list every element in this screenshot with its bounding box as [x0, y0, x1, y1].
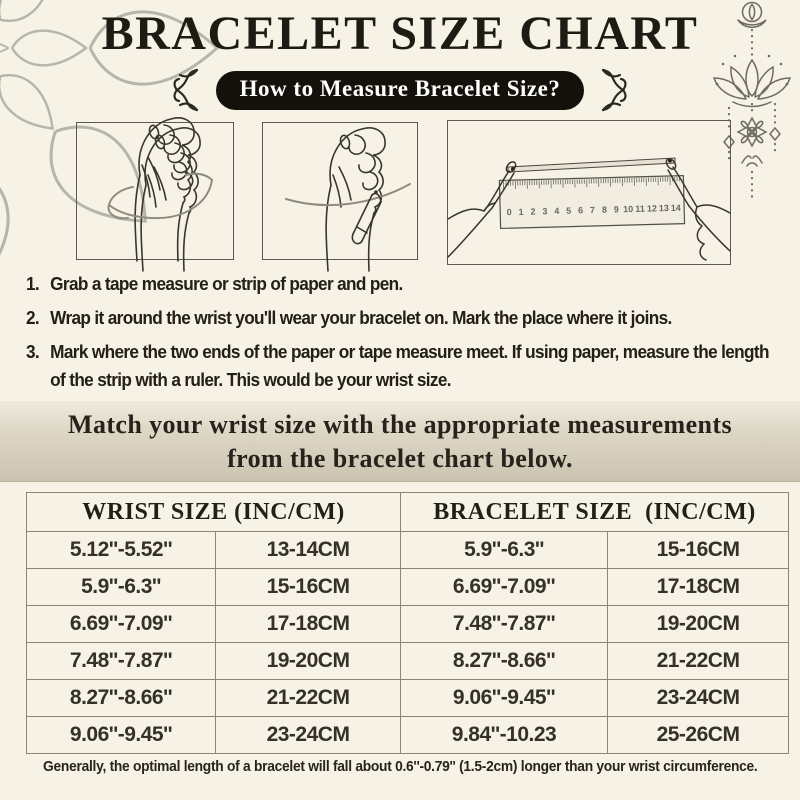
size-row: 9.06''-9.45'' 23-24CM 9.84''-10.23 25-26…	[26, 716, 790, 754]
illustration-mark-wrist	[262, 122, 418, 272]
bracelet-cm-cell: 15-16CM	[606, 531, 790, 569]
fist-with-pen-icon	[285, 127, 411, 272]
size-row: 5.9''-6.3'' 15-16CM 6.69''-7.09'' 17-18C…	[26, 568, 790, 606]
step-number: 1.	[26, 273, 40, 294]
bracelet-cm-cell: 23-24CM	[606, 679, 790, 717]
svg-text:4: 4	[554, 206, 559, 216]
banner-line-1: Match your wrist size with the appropria…	[68, 410, 732, 439]
step-2: 2. Wrap it around the wrist you'll wear …	[26, 304, 776, 332]
measure-steps: 1. Grab a tape measure or strip of paper…	[26, 270, 776, 400]
size-row: 5.12''-5.52'' 13-14CM 5.9''-6.3'' 15-16C…	[26, 531, 790, 569]
footnote: Generally, the optimal length of a brace…	[0, 758, 800, 776]
wrist-inch-cell: 5.9''-6.3''	[26, 568, 216, 606]
subtitle-pill: How to Measure Bracelet Size?	[215, 70, 585, 110]
step-1: 1. Grab a tape measure or strip of paper…	[26, 270, 776, 298]
svg-text:12: 12	[647, 203, 657, 213]
wrist-inch-cell: 5.12''-5.52''	[26, 531, 216, 569]
wrist-cm-cell: 13-14CM	[215, 531, 401, 569]
illustration-wrap-tape	[76, 117, 234, 272]
wrist-cm-cell: 23-24CM	[215, 716, 401, 754]
svg-text:11: 11	[635, 204, 645, 214]
ruler-ticks	[503, 176, 680, 190]
paper-strip	[507, 157, 676, 173]
size-row: 7.48''-7.87'' 19-20CM 8.27''-8.66'' 21-2…	[26, 642, 790, 680]
step-text: Mark where the two ends of the paper or …	[50, 341, 769, 390]
footnote-text: Generally, the optimal length of a brace…	[42, 758, 758, 775]
flourish-right-icon	[602, 68, 627, 112]
left-hand	[447, 161, 517, 258]
svg-text:5: 5	[566, 206, 571, 216]
svg-text:3: 3	[542, 206, 547, 216]
size-table: WRIST SIZE (INC/CM) BRACELET SIZE (INC/C…	[26, 492, 790, 754]
svg-text:13: 13	[659, 203, 669, 213]
size-table-header-row: WRIST SIZE (INC/CM) BRACELET SIZE (INC/C…	[26, 492, 790, 532]
step-number: 2.	[26, 307, 40, 328]
wrist-cm-cell: 17-18CM	[215, 605, 401, 643]
wrist-cm-cell: 15-16CM	[215, 568, 401, 606]
page-title: BRACELET SIZE CHART	[101, 7, 699, 60]
wrist-inch-cell: 9.06''-9.45''	[26, 716, 216, 754]
bracelet-cm-cell: 25-26CM	[606, 716, 790, 754]
bracelet-cm-cell: 17-18CM	[606, 568, 790, 606]
svg-text:14: 14	[671, 203, 681, 213]
lotus-hanging-ornament-icon	[712, 1, 792, 200]
bracelet-size-header: BRACELET SIZE (INC/CM)	[399, 492, 790, 532]
tape-loop	[107, 172, 213, 220]
flourish-left-icon	[173, 68, 198, 112]
wrist-inch-cell: 6.69''-7.09''	[26, 605, 216, 643]
svg-text:6: 6	[578, 205, 583, 215]
bracelet-cm-cell: 19-20CM	[606, 605, 790, 643]
wrist-inch-cell: 8.27''-8.66''	[26, 679, 216, 717]
step-text: Grab a tape measure or strip of paper an…	[50, 273, 403, 294]
svg-text:9: 9	[614, 204, 619, 214]
svg-text:7: 7	[590, 205, 595, 215]
size-row: 8.27''-8.66'' 21-22CM 9.06''-9.45'' 23-2…	[26, 679, 790, 717]
bracelet-inch-cell: 5.9''-6.3''	[400, 531, 608, 569]
hands-with-ruler-icon: 0 1 2 3 4 5 6 7 8 9 10 11 12 13 14	[447, 157, 731, 261]
bracelet-inch-cell: 6.69''-7.09''	[400, 568, 608, 606]
step-3: 3. Mark where the two ends of the paper …	[26, 338, 776, 394]
bracelet-inch-cell: 8.27''-8.66''	[400, 642, 608, 680]
subtitle-row: How to Measure Bracelet Size?	[0, 67, 800, 113]
illustration-measure-ruler: 0 1 2 3 4 5 6 7 8 9 10 11 12 13 14	[447, 120, 731, 265]
svg-text:0: 0	[507, 207, 512, 217]
marker-pen	[351, 190, 382, 245]
right-hand	[665, 158, 731, 261]
step-text: Wrap it around the wrist you'll wear you…	[50, 307, 672, 328]
svg-text:10: 10	[623, 204, 633, 214]
match-size-banner: Match your wrist size with the appropria…	[0, 401, 800, 482]
wrist-cm-cell: 21-22CM	[215, 679, 401, 717]
wrist-inch-cell: 7.48''-7.87''	[26, 642, 216, 680]
bracelet-inch-cell: 9.84''-10.23	[400, 716, 608, 754]
banner-line-2: from the bracelet chart below.	[227, 444, 573, 473]
wrist-size-header: WRIST SIZE (INC/CM)	[26, 492, 401, 532]
wrist-cm-cell: 19-20CM	[215, 642, 401, 680]
bracelet-cm-cell: 21-22CM	[606, 642, 790, 680]
ruler: 0 1 2 3 4 5 6 7 8 9 10 11 12 13 14	[498, 175, 686, 230]
svg-text:8: 8	[602, 205, 607, 215]
svg-text:1: 1	[518, 207, 523, 217]
step-number: 3.	[26, 341, 40, 362]
bracelet-inch-cell: 7.48''-7.87''	[400, 605, 608, 643]
size-row: 6.69''-7.09'' 17-18CM 7.48''-7.87'' 19-2…	[26, 605, 790, 643]
fist-with-tape-icon	[107, 117, 213, 272]
svg-text:2: 2	[530, 207, 535, 217]
tape-line	[285, 183, 411, 207]
bracelet-inch-cell: 9.06''-9.45''	[400, 679, 608, 717]
